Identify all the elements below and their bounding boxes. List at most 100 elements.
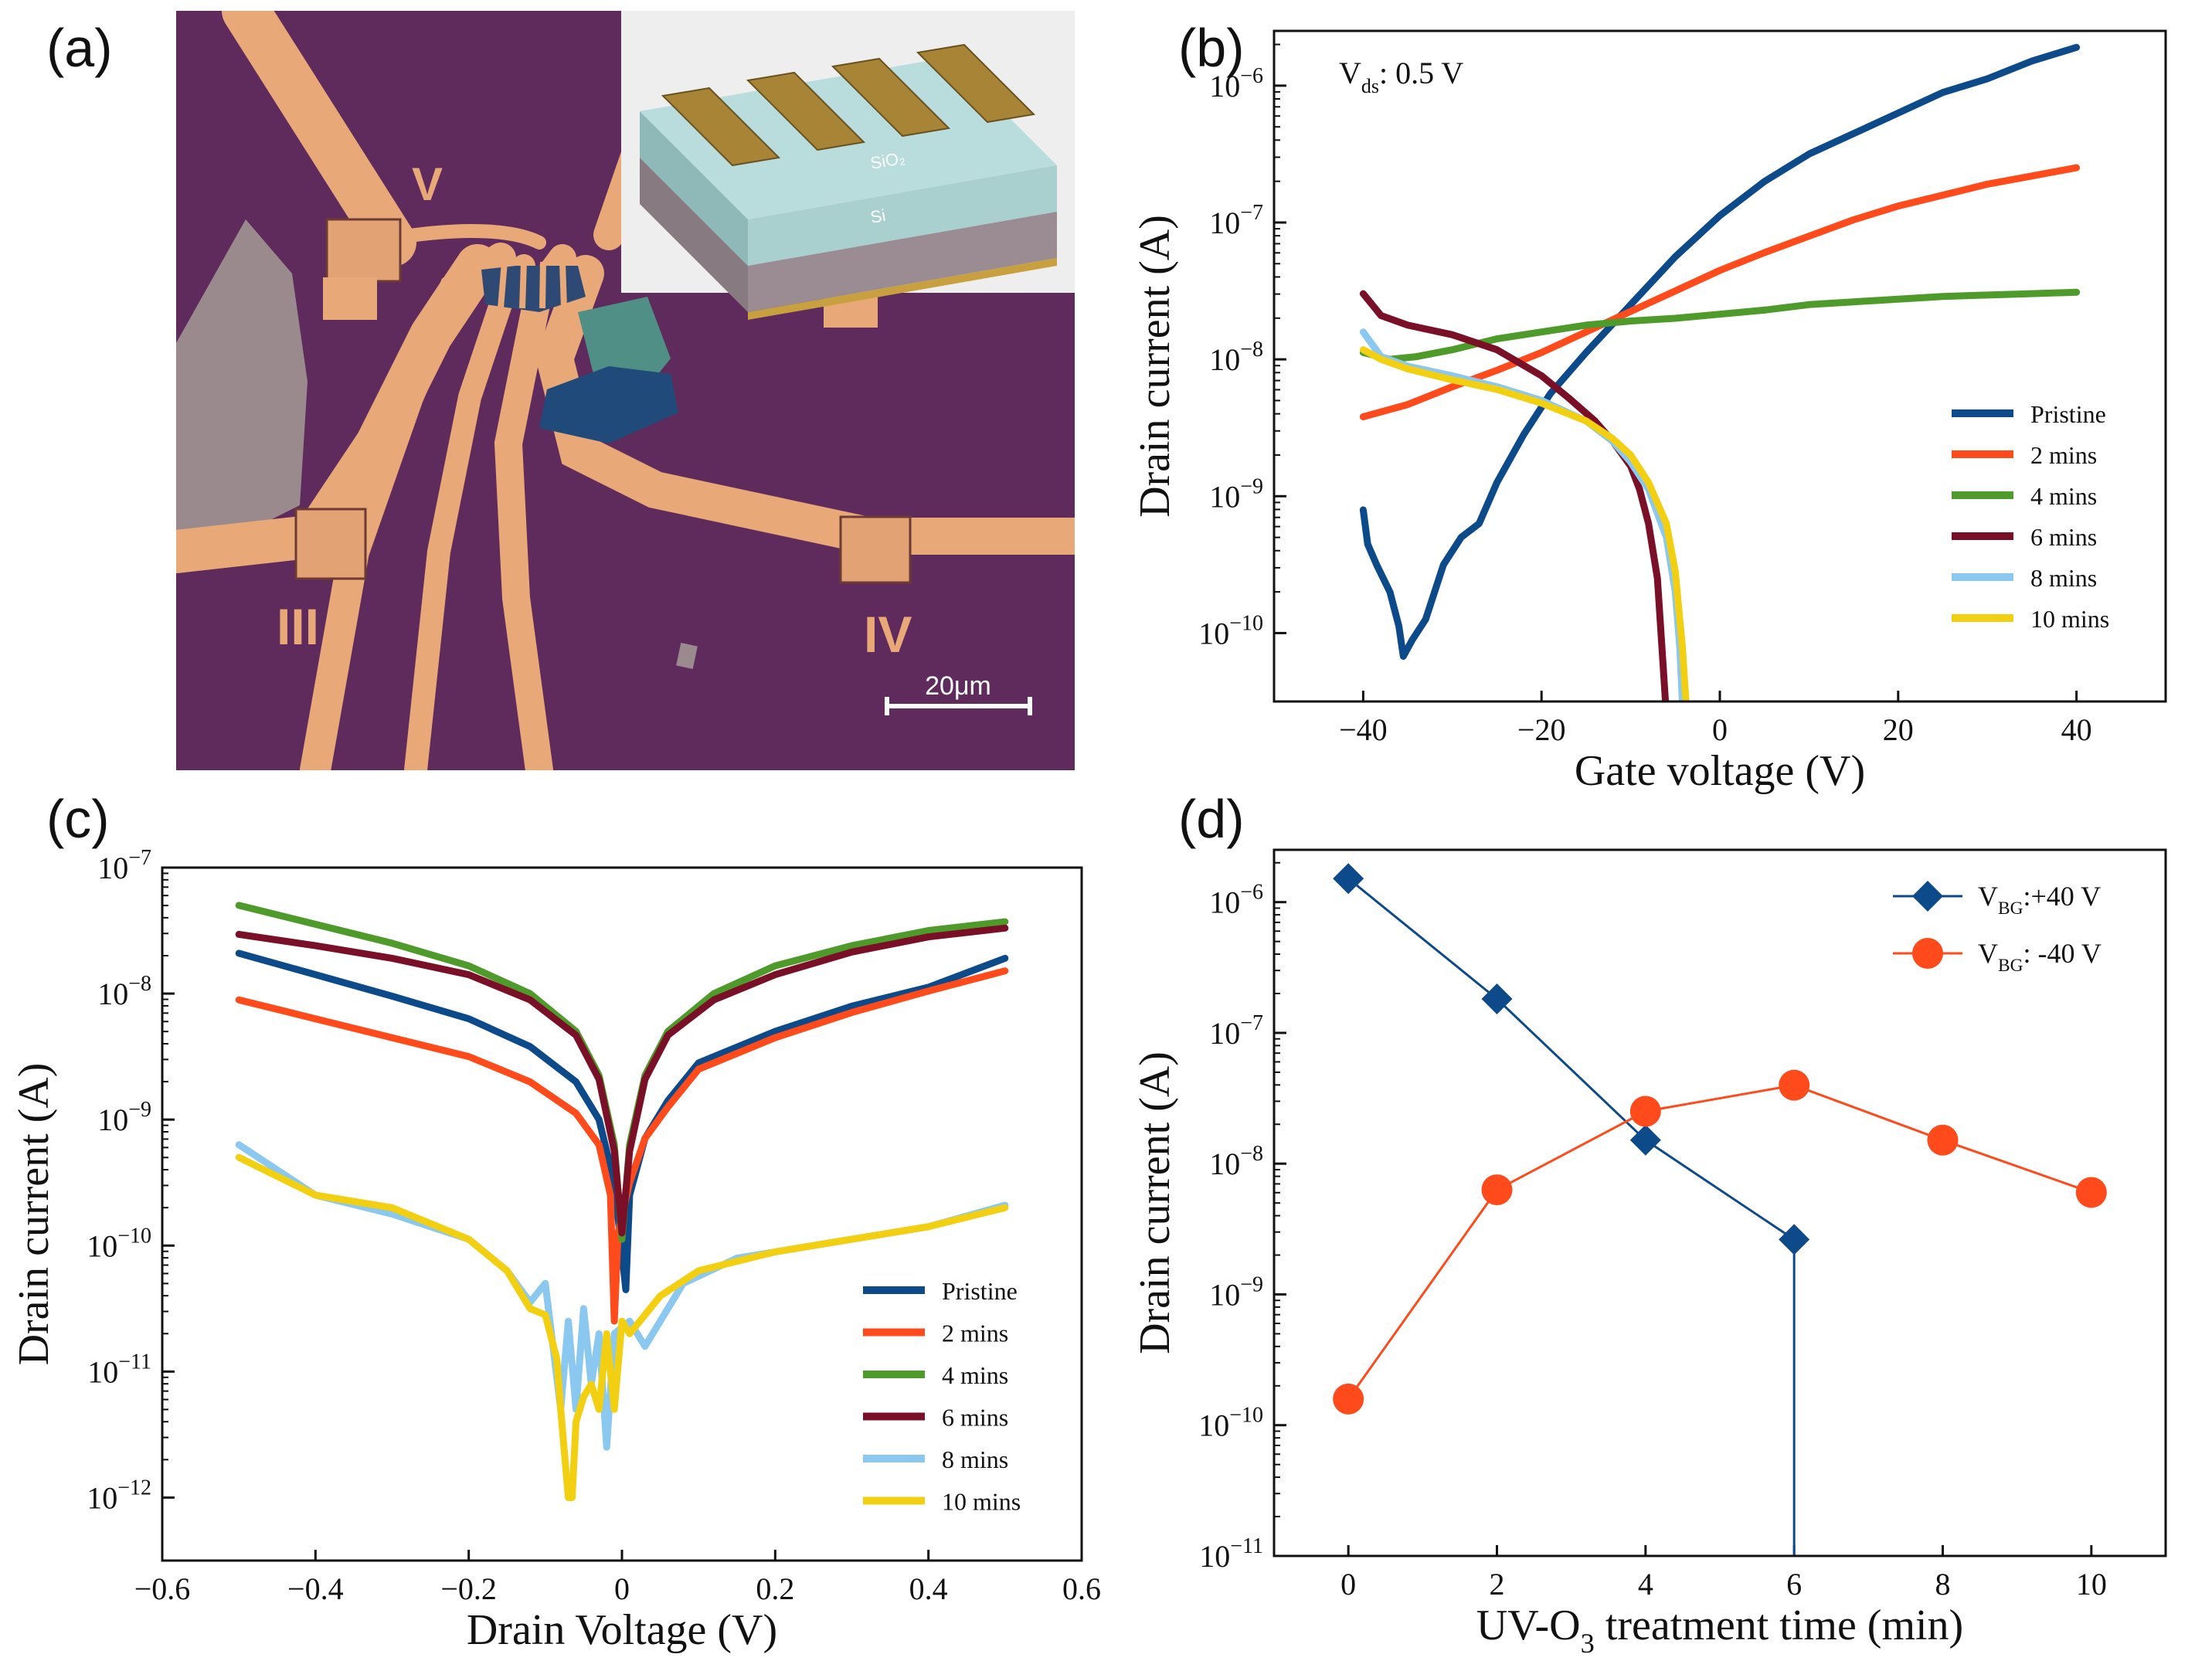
- y-tick-label-exp: −11: [1230, 1534, 1263, 1558]
- y-tick-label-exp: −8: [1240, 1142, 1263, 1166]
- y-tick-label-exp: −10: [1229, 611, 1263, 635]
- y-tick-label-exp: −7: [1240, 1011, 1263, 1035]
- device-micrograph: 20μm V III IV SiO₂ Si: [176, 11, 1075, 770]
- legend-label: 2 mins: [942, 1320, 1008, 1347]
- legend-label-main: V: [1978, 881, 1998, 912]
- plot-frame: [1272, 848, 2167, 1557]
- series-1: [1347, 1084, 2093, 1401]
- y-tick-label-base: 10: [1209, 479, 1240, 514]
- y-tick-label: 10−7: [97, 846, 151, 885]
- data-point-circle: [2075, 1177, 2107, 1208]
- gray-flake: [176, 219, 308, 552]
- x-tick-label: 8: [1935, 1567, 1951, 1602]
- series-2: [235, 902, 1009, 1243]
- data-point-diamond: [1629, 1124, 1661, 1156]
- series-1: [235, 967, 1009, 1325]
- y-tick-label-exp: −11: [118, 1350, 151, 1374]
- chart-c: −0.6 −0.4 −0.2 0 0.2 0.4 0.610−1210−1110−1010−…: [10, 846, 1101, 1654]
- series-0: [1359, 43, 2081, 660]
- y-tick-label-exp: −8: [1240, 338, 1263, 362]
- legend-label: 10 mins: [942, 1488, 1021, 1516]
- series-line: [1359, 346, 1690, 701]
- pad-v: [325, 218, 402, 283]
- electrode-bottom-left: [300, 243, 516, 770]
- inset-label-si: Si: [869, 206, 888, 227]
- y-tick-label: 10−10: [1198, 611, 1263, 650]
- y-tick-label: 10−8: [1209, 1142, 1263, 1181]
- y-tick-label-base: 10: [1209, 1016, 1240, 1051]
- y-tick-label: 10−6: [1209, 881, 1263, 920]
- x-tick-label: 40: [2061, 712, 2092, 747]
- legend-label: 4 mins: [2030, 482, 2097, 510]
- channel-finger: [498, 261, 508, 309]
- legend-label-sub: BG: [1998, 898, 2023, 919]
- legend-label: 2 mins: [2030, 441, 2097, 469]
- series-5: [235, 1153, 1009, 1501]
- data-point-diamond: [1481, 983, 1513, 1014]
- x-axis-label-main: UV-O: [1476, 1602, 1581, 1649]
- data-point-diamond: [1779, 1224, 1810, 1255]
- electrode-label-v: V: [412, 158, 443, 210]
- legend-label: VBG:+40 V: [1978, 881, 2101, 919]
- y-tick-label-base: 10: [1209, 342, 1240, 377]
- y-tick-label: 10−7: [1209, 1011, 1263, 1051]
- series-line: [235, 1153, 1009, 1501]
- legend-label-main: V: [1978, 938, 1998, 969]
- legend-label-rest: :+40 V: [2023, 881, 2102, 912]
- y-tick-label: 10−9: [1209, 1272, 1263, 1312]
- x-tick-label: 0: [1340, 1567, 1356, 1602]
- pad-v-marker: [323, 277, 377, 320]
- inset-si-front: [640, 158, 748, 312]
- y-tick-label-base: 10: [1209, 1277, 1240, 1312]
- legend-marker-diamond: [1912, 881, 1943, 912]
- inset-sio2-side: [748, 165, 1057, 266]
- x-tick-label: −0.2: [440, 1571, 497, 1606]
- series-line: [235, 924, 1009, 1237]
- series-line: [235, 949, 1009, 1293]
- inset-si-side: [748, 212, 1057, 312]
- y-tick-label: 10−7: [1209, 201, 1263, 240]
- inset-electrode-bars: [661, 43, 1036, 167]
- data-point-circle: [1333, 1383, 1364, 1415]
- y-axis-label: Drain current (A): [1131, 215, 1179, 518]
- series-3: [1359, 290, 1670, 701]
- y-tick-label-base: 10: [1198, 616, 1229, 650]
- y-tick-label-base: 10: [97, 977, 128, 1011]
- y-tick-label-base: 10: [1198, 1408, 1229, 1443]
- series-5: [1359, 346, 1690, 701]
- series-line: [235, 967, 1009, 1325]
- legend-label: 8 mins: [2030, 564, 2097, 592]
- x-axis-label: UV-O3 treatment time (min): [1476, 1602, 1963, 1659]
- inset-bar: [831, 57, 951, 138]
- series-2: [1359, 288, 2081, 363]
- inset-bar: [916, 43, 1036, 124]
- x-tick-label: 0: [1712, 712, 1728, 747]
- panel-label-b: (b): [1178, 18, 1245, 78]
- x-tick-label: 0.2: [756, 1571, 794, 1606]
- y-tick-label: 10−9: [1209, 474, 1263, 514]
- x-tick-label: 4: [1638, 1567, 1653, 1602]
- channel-finger: [519, 261, 527, 309]
- y-tick-label-exp: −9: [128, 1098, 151, 1122]
- x-tick-label: 0.4: [909, 1571, 948, 1606]
- y-tick-label-exp: −9: [1240, 1272, 1263, 1296]
- x-axis-label: Drain Voltage (V): [467, 1606, 777, 1654]
- y-tick-label-base: 10: [87, 1354, 118, 1389]
- y-tick-label: 10−11: [1199, 1534, 1263, 1574]
- y-tick-label-base: 10: [1199, 1539, 1230, 1574]
- y-tick-label-exp: −10: [1229, 1404, 1263, 1428]
- x-axis-label: Gate voltage (V): [1575, 747, 1865, 795]
- data-point-circle: [1779, 1069, 1810, 1101]
- data-point-diamond: [1333, 863, 1364, 895]
- y-axis-label: Drain current (A): [10, 1063, 58, 1366]
- y-tick-label: 10−6: [1209, 64, 1263, 104]
- y-tick-label-base: 10: [87, 1480, 117, 1515]
- legend-label: 10 mins: [2030, 605, 2109, 633]
- legend-label-rest: : -40 V: [2023, 938, 2102, 969]
- data-point-circle: [1927, 1124, 1959, 1156]
- channel-finger: [539, 261, 546, 309]
- y-tick-label: 10−9: [97, 1098, 151, 1137]
- x-tick-label: −20: [1517, 712, 1566, 747]
- legend-marker-circle: [1912, 938, 1943, 969]
